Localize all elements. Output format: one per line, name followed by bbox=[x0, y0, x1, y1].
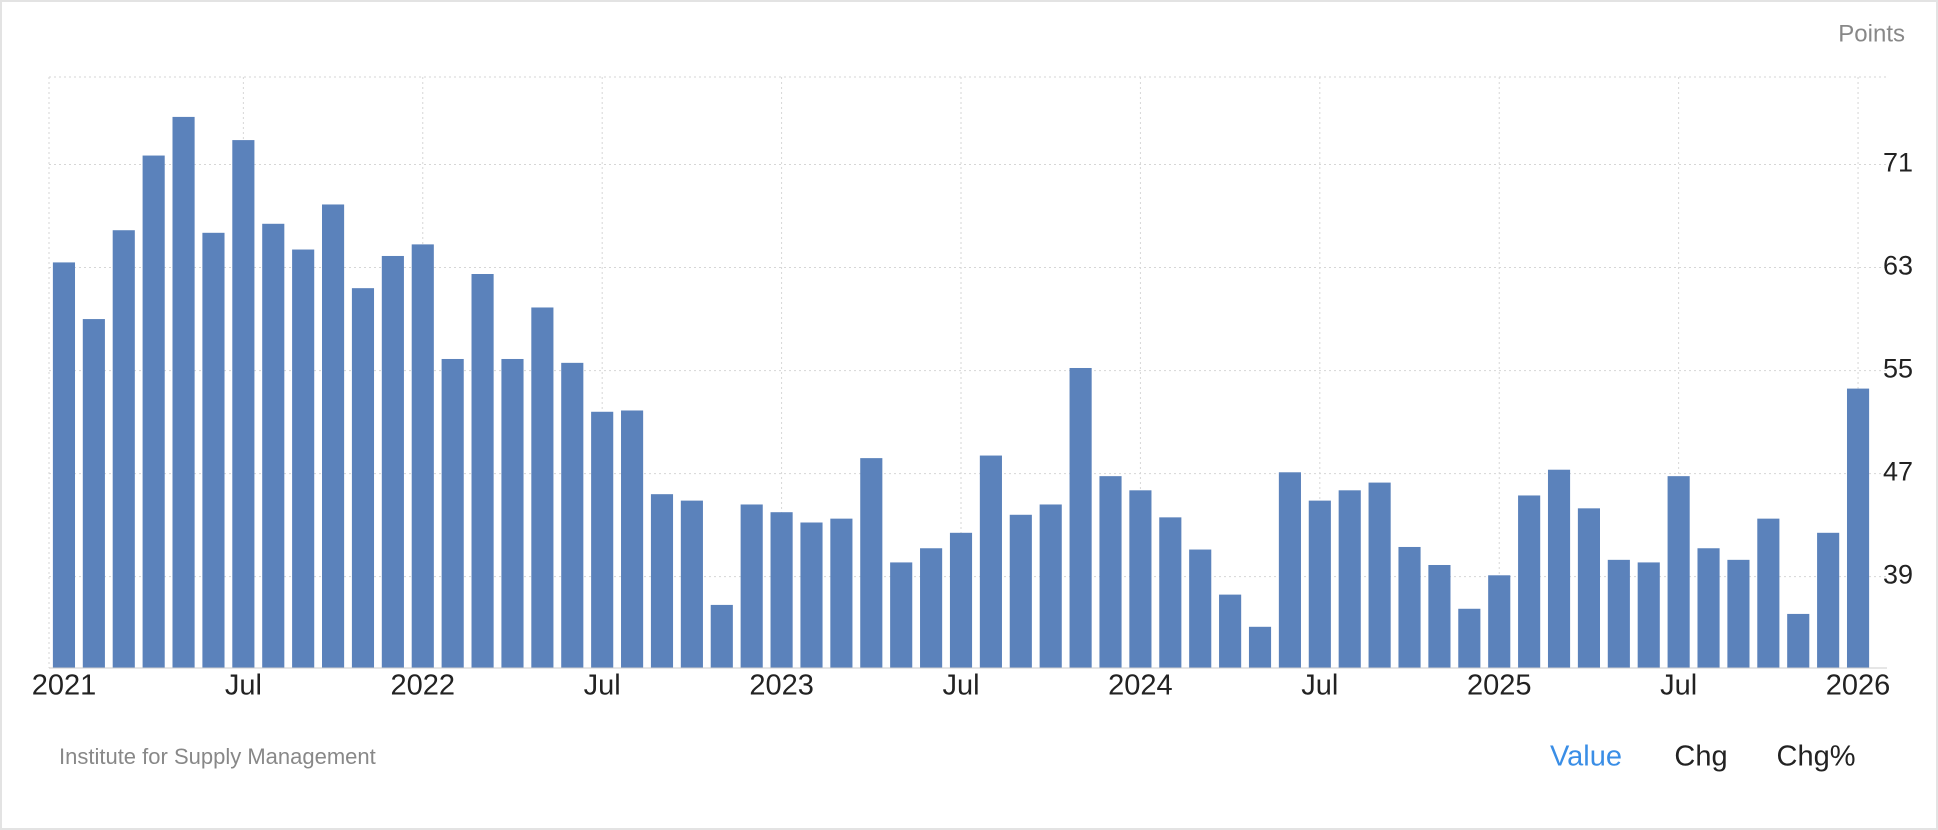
bar bbox=[411, 244, 434, 668]
x-tick-label: Jul bbox=[225, 670, 262, 702]
bar bbox=[381, 255, 404, 668]
bar bbox=[1727, 559, 1750, 668]
bar bbox=[1458, 608, 1481, 668]
bar bbox=[232, 140, 255, 669]
bar bbox=[82, 319, 105, 668]
x-tick-label: Jul bbox=[1301, 670, 1338, 702]
y-tick-label: 47 bbox=[1883, 457, 1913, 487]
bar bbox=[531, 307, 554, 668]
x-tick-label: Jul bbox=[1660, 670, 1697, 702]
y-tick-label: 55 bbox=[1883, 354, 1913, 384]
bar bbox=[142, 155, 165, 668]
y-tick-label: 71 bbox=[1883, 148, 1913, 178]
bar bbox=[1308, 500, 1331, 668]
x-tick-label: 2022 bbox=[391, 670, 456, 702]
bar bbox=[949, 532, 973, 668]
bar bbox=[1817, 532, 1840, 668]
bar bbox=[1757, 518, 1780, 668]
bar bbox=[1637, 562, 1660, 668]
bar bbox=[800, 522, 823, 668]
bar bbox=[172, 116, 195, 668]
bar bbox=[1547, 469, 1571, 668]
bar bbox=[471, 274, 494, 668]
x-tick-label: 2021 bbox=[32, 670, 97, 702]
bar bbox=[1248, 626, 1272, 668]
bar bbox=[1099, 476, 1122, 668]
bar bbox=[1697, 548, 1720, 668]
bar bbox=[1667, 476, 1690, 668]
bar bbox=[830, 518, 853, 668]
bar bbox=[1488, 575, 1511, 668]
bar bbox=[351, 288, 375, 668]
bar bbox=[1009, 514, 1032, 668]
bar bbox=[621, 410, 644, 668]
bar bbox=[650, 494, 674, 668]
bar bbox=[1398, 546, 1421, 668]
bar bbox=[1846, 388, 1870, 668]
bar bbox=[52, 262, 76, 668]
x-tick-label: 2024 bbox=[1108, 670, 1173, 702]
bar bbox=[860, 458, 883, 668]
bar bbox=[202, 232, 225, 669]
bar bbox=[591, 411, 614, 668]
bar bbox=[561, 362, 584, 668]
bar bbox=[890, 562, 913, 668]
bar bbox=[441, 358, 464, 668]
bar bbox=[262, 223, 285, 669]
bar bbox=[1129, 490, 1152, 668]
bar bbox=[1159, 517, 1182, 668]
bar bbox=[920, 548, 943, 668]
x-tick-label: Jul bbox=[584, 670, 621, 702]
bar bbox=[770, 512, 793, 668]
bar bbox=[710, 604, 733, 668]
source: Institute for Supply Management bbox=[59, 744, 376, 769]
x-tick-label: Jul bbox=[942, 670, 979, 702]
bar bbox=[1219, 594, 1242, 668]
y-tick-label: 63 bbox=[1883, 251, 1913, 281]
x-tick-label: 2026 bbox=[1826, 670, 1891, 702]
x-tick-label: 2023 bbox=[749, 670, 814, 702]
bar bbox=[680, 500, 703, 668]
bar bbox=[1189, 549, 1212, 668]
bar bbox=[501, 358, 524, 668]
tab-button[interactable]: Chg bbox=[1674, 741, 1727, 773]
bar bbox=[1338, 490, 1361, 668]
bar bbox=[740, 504, 763, 668]
unit-label: Points bbox=[1838, 20, 1905, 47]
bar bbox=[1428, 564, 1451, 668]
tab-button[interactable]: Value bbox=[1550, 741, 1622, 773]
tab-button[interactable]: Chg% bbox=[1777, 741, 1856, 773]
bar bbox=[292, 249, 315, 668]
bar bbox=[1069, 367, 1092, 668]
bar bbox=[979, 455, 1002, 668]
bar bbox=[1039, 504, 1062, 668]
bar bbox=[1577, 508, 1600, 668]
bar bbox=[112, 230, 135, 668]
bar bbox=[1518, 495, 1541, 668]
bar bbox=[322, 204, 345, 668]
bar bbox=[1368, 482, 1391, 668]
y-tick-label: 39 bbox=[1883, 560, 1913, 590]
bar bbox=[1607, 559, 1630, 668]
x-tick-label: 2025 bbox=[1467, 670, 1532, 702]
bar bbox=[1278, 472, 1301, 668]
bar bbox=[1787, 613, 1810, 668]
